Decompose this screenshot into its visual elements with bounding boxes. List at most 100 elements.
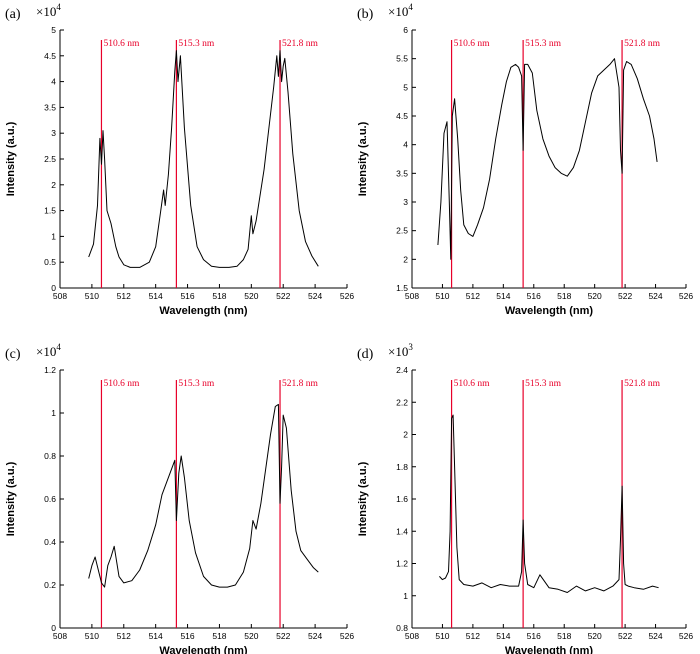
x-tick-label: 514 [149,291,163,301]
y-tick-label: 1 [403,591,408,601]
reference-line-label: 510.6 nm [454,379,491,389]
x-tick-label: 518 [212,631,226,641]
y-tick-label: 0 [51,623,56,633]
y-tick-label: 0.8 [396,623,408,633]
x-tick-label: 526 [340,631,354,641]
spectrum-line [437,58,658,260]
reference-line-label: 515.3 nm [525,39,562,49]
x-tick-label: 514 [496,631,510,641]
y-tick-label: 1.6 [396,494,408,504]
x-tick-label: 516 [527,291,541,301]
y-tick-label: 5 [403,82,408,92]
x-tick-label: 508 [405,291,419,301]
scale-base: ×10 [388,4,408,19]
scale-base: ×10 [388,344,408,359]
y-tick-label: 3.5 [396,168,408,178]
x-tick-label: 508 [53,291,67,301]
y-tick-label: 5.5 [396,54,408,64]
scale-factor-label: ×104 [36,342,61,359]
panel-label: (a) [5,7,21,22]
y-tick-label: 2.5 [396,226,408,236]
x-tick-label: 508 [405,631,419,641]
reference-line-label: 521.8 nm [624,379,661,389]
x-tick-label: 510 [435,631,449,641]
y-tick-label: 5 [51,25,56,35]
scale-base: ×10 [36,4,56,19]
x-tick-label: 512 [117,291,131,301]
reference-line-label: 510.6 nm [103,39,140,49]
y-tick-label: 4 [51,77,56,87]
y-tick-label: 3.5 [44,102,56,112]
x-tick-label: 514 [496,291,510,301]
x-tick-label: 524 [308,631,322,641]
reference-line-label: 510.6 nm [103,379,140,389]
chart-panel: 508 510 512 514 516 518 520 522 524 526 0 0.5 1 1.5 2 2… [5,2,354,317]
panel-label: (c) [5,347,21,362]
scale-exponent: 3 [408,342,413,352]
y-tick-label: 1 [51,231,56,241]
chart-panel: 508 510 512 514 516 518 520 522 524 526 1.5 2 2.5 3 3.… [357,2,693,317]
y-tick-label: 6 [403,25,408,35]
y-tick-label: 2.5 [44,154,56,164]
x-axis-label: Wavelength (nm) [505,305,594,317]
x-axis-label: Wavelength (nm) [159,305,248,317]
x-tick-label: 520 [244,291,258,301]
panel-label: (d) [357,347,374,362]
x-tick-label: 524 [648,631,662,641]
x-tick-label: 520 [244,631,258,641]
x-tick-label: 522 [618,291,632,301]
x-tick-label: 522 [618,631,632,641]
y-tick-label: 1 [51,408,56,418]
y-tick-label: 1.2 [396,559,408,569]
x-tick-label: 520 [588,291,602,301]
x-tick-label: 512 [466,291,480,301]
x-tick-label: 516 [527,631,541,641]
chart-panel: 508 510 512 514 516 518 520 522 524 526 0.8 1 1.2 1.4… [357,342,693,654]
y-tick-label: 4 [403,140,408,150]
spectrum-line [88,403,319,588]
scale-factor-label: ×104 [388,2,413,19]
x-tick-label: 522 [276,291,290,301]
x-tick-label: 510 [85,291,99,301]
panel-label: (b) [357,7,374,22]
x-tick-label: 524 [648,291,662,301]
reference-line-label: 521.8 nm [624,39,661,49]
y-tick-label: 1.5 [44,206,56,216]
x-axis-label: Wavelength (nm) [159,645,248,654]
x-tick-label: 526 [679,631,693,641]
y-axis-label: Intensity (a.u.) [357,121,369,196]
y-axis-label: Intensity (a.u.) [5,121,17,196]
x-axis-label: Wavelength (nm) [505,645,594,654]
scale-exponent: 4 [408,2,413,12]
y-tick-label: 2 [403,254,408,264]
x-tick-label: 526 [340,291,354,301]
x-tick-label: 516 [180,631,194,641]
x-tick-label: 520 [588,631,602,641]
y-tick-label: 4.5 [396,111,408,121]
reference-line-label: 515.3 nm [178,39,215,49]
reference-line-label: 521.8 nm [282,379,319,389]
x-tick-label: 510 [435,291,449,301]
chart-panel: 508 510 512 514 516 518 520 522 524 526 0 0.2 0.4 0.6… [5,342,354,654]
y-axis-label: Intensity (a.u.) [5,461,17,536]
scale-exponent: 4 [56,2,61,12]
x-tick-label: 518 [557,291,571,301]
y-tick-label: 3 [403,197,408,207]
x-tick-label: 512 [117,631,131,641]
scale-factor-label: ×104 [36,2,61,19]
y-tick-label: 0 [51,283,56,293]
y-tick-label: 2.2 [396,397,408,407]
spectrum-line [439,414,659,593]
y-tick-label: 0.6 [44,494,56,504]
x-tick-label: 526 [679,291,693,301]
x-tick-label: 524 [308,291,322,301]
x-tick-label: 518 [557,631,571,641]
y-tick-label: 4.5 [44,51,56,61]
reference-line-label: 521.8 nm [282,39,319,49]
scale-base: ×10 [36,344,56,359]
reference-line-label: 510.6 nm [454,39,491,49]
y-tick-label: 0.8 [44,451,56,461]
x-tick-label: 508 [53,631,67,641]
y-tick-label: 2 [51,180,56,190]
